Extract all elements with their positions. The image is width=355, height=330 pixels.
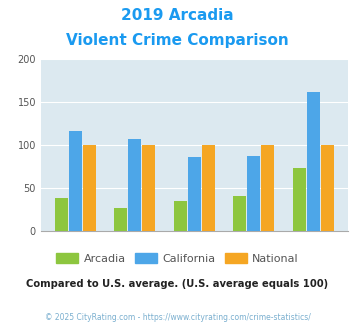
Text: © 2025 CityRating.com - https://www.cityrating.com/crime-statistics/: © 2025 CityRating.com - https://www.city… xyxy=(45,314,310,322)
Bar xyxy=(174,201,187,231)
Bar xyxy=(233,196,246,231)
Bar xyxy=(188,157,201,231)
Bar xyxy=(69,131,82,231)
Bar xyxy=(142,145,155,231)
Text: Violent Crime Comparison: Violent Crime Comparison xyxy=(66,33,289,48)
Bar xyxy=(114,208,127,231)
Bar xyxy=(55,198,68,231)
Bar xyxy=(128,139,141,231)
Bar xyxy=(307,92,320,231)
Bar xyxy=(83,145,96,231)
Bar xyxy=(202,145,215,231)
Text: 2019 Arcadia: 2019 Arcadia xyxy=(121,8,234,23)
Legend: Arcadia, California, National: Arcadia, California, National xyxy=(51,248,304,268)
Text: Compared to U.S. average. (U.S. average equals 100): Compared to U.S. average. (U.S. average … xyxy=(26,279,329,289)
Bar xyxy=(321,145,334,231)
Bar xyxy=(293,168,306,231)
Bar xyxy=(261,145,274,231)
Bar xyxy=(247,156,261,231)
